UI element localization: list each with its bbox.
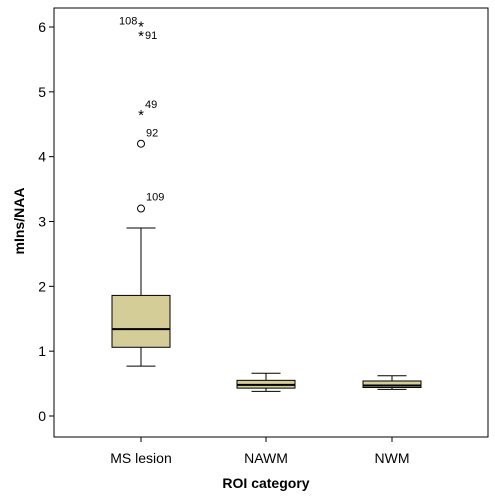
plot-frame (53, 7, 489, 438)
box (111, 294, 171, 348)
outlier-point (137, 139, 145, 148)
y-tick-label: 3 (38, 214, 46, 230)
outlier-label: 49 (145, 99, 157, 111)
extreme-point: * (138, 28, 144, 45)
box-group (362, 375, 422, 390)
x-tick-label: MS lesion (110, 450, 171, 466)
box-group: *** (111, 19, 171, 367)
outlier-label: 92 (146, 128, 158, 140)
box (362, 380, 422, 388)
x-axis-title: ROI category (222, 475, 309, 491)
outlier-label: 91 (145, 30, 157, 42)
y-tick-label: 6 (38, 19, 46, 35)
extreme-point: * (138, 19, 144, 36)
x-tick-label: NWM (375, 450, 410, 466)
y-tick-label: 4 (38, 149, 46, 165)
outlier-label: 109 (146, 192, 164, 204)
y-axis-title: mIns/NAA (11, 188, 27, 255)
y-tick-label: 5 (38, 84, 46, 100)
box-group (236, 372, 296, 392)
outlier-label: 108 (119, 16, 137, 28)
extreme-point: * (138, 107, 144, 124)
outlier-point (137, 204, 145, 213)
x-tick-label: NAWM (244, 450, 288, 466)
y-tick-label: 1 (38, 343, 46, 359)
y-tick-label: 2 (38, 278, 46, 294)
y-tick-label: 0 (38, 408, 46, 424)
